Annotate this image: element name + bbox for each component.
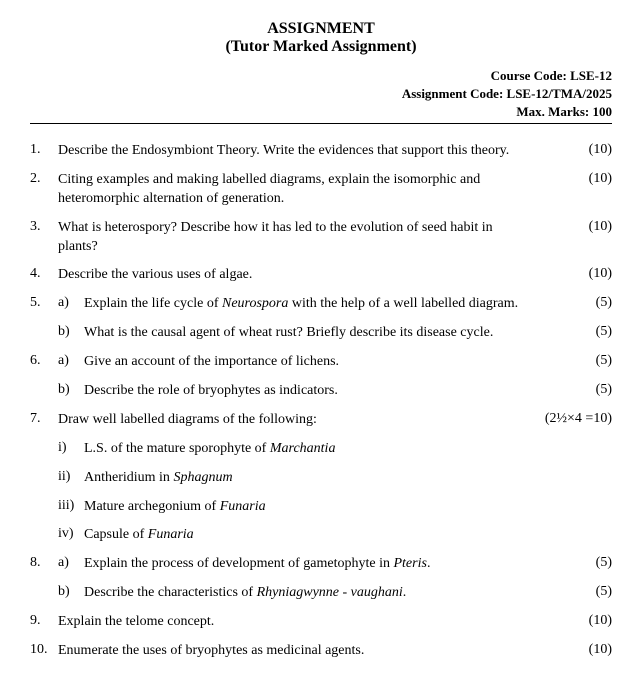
question-marks: (10) [542,142,612,158]
question-part-marks: (5) [542,295,612,311]
question-part-row: b)What is the causal agent of wheat rust… [30,324,612,343]
question-item-row: iv)Capsule of Funaria [58,526,612,545]
question-marks: (2½×4 =10) [542,411,612,427]
course-code: Course Code: LSE-12 [30,68,612,84]
question-row: 10.Enumerate the uses of bryophytes as m… [30,642,612,661]
question-part-row: 6.a)Give an account of the importance of… [30,353,612,372]
question-sub-label: b) [58,324,84,340]
question-part-marks: (5) [542,382,612,398]
question-sub-label: b) [58,584,84,600]
question-part-marks: (5) [542,584,612,600]
question-number: 4. [30,266,58,282]
question-item-row: i)L.S. of the mature sporophyte of March… [58,440,612,459]
question-item-label: iv) [58,526,84,542]
question-text: Enumerate the uses of bryophytes as medi… [58,642,542,661]
question-number: 5. [30,295,58,311]
question-text: Describe the various uses of algae. [58,266,542,285]
question-row: 3.What is heterospory? Describe how it h… [30,219,612,257]
question-number: 7. [30,411,58,427]
question-part-marks: (5) [542,353,612,369]
question-marks: (10) [542,642,612,658]
question-item-label: i) [58,440,84,456]
meta-divider [30,123,612,124]
question-part-text: Give an account of the importance of lic… [84,353,542,372]
question-item-label: ii) [58,469,84,485]
question-part-text: Describe the role of bryophytes as indic… [84,382,542,401]
question-number: 1. [30,142,58,158]
question-part-text: Explain the process of development of ga… [84,555,542,574]
question-item-text: Mature archegonium of Funaria [84,498,542,517]
question-text: Explain the telome concept. [58,613,542,632]
question-item-row: iii)Mature archegonium of Funaria [58,498,612,517]
assignment-header: ASSIGNMENT (Tutor Marked Assignment) [30,20,612,56]
question-sub-label: a) [58,295,84,311]
question-text: Citing examples and making labelled diag… [58,171,542,209]
question-marks: (10) [542,613,612,629]
header-line1: ASSIGNMENT [30,20,612,38]
question-part-text: Explain the life cycle of Neurospora wit… [84,295,542,314]
question-part-row: b)Describe the role of bryophytes as ind… [30,382,612,401]
question-text: Describe the Endosymbiont Theory. Write … [58,142,542,161]
question-sub-label: a) [58,353,84,369]
question-number: 10. [30,642,58,658]
question-part-text: What is the causal agent of wheat rust? … [84,324,542,343]
question-sub-label: b) [58,382,84,398]
question-item-text: Capsule of Funaria [84,526,542,545]
question-item-text: L.S. of the mature sporophyte of Marchan… [84,440,542,459]
question-sub-label: a) [58,555,84,571]
question-row: 2.Citing examples and making labelled di… [30,171,612,209]
question-item-label: iii) [58,498,84,514]
question-text: Draw well labelled diagrams of the follo… [58,411,542,430]
header-line2: (Tutor Marked Assignment) [30,38,612,56]
question-number: 9. [30,613,58,629]
max-marks: Max. Marks: 100 [30,104,612,120]
question-part-row: 5.a)Explain the life cycle of Neurospora… [30,295,612,314]
question-part-row: b)Describe the characteristics of Rhynia… [30,584,612,603]
question-number: 3. [30,219,58,235]
question-number: 8. [30,555,58,571]
question-number: 2. [30,171,58,187]
question-row: 1.Describe the Endosymbiont Theory. Writ… [30,142,612,161]
question-item-text: Antheridium in Sphagnum [84,469,542,488]
question-text: What is heterospory? Describe how it has… [58,219,542,257]
question-marks: (10) [542,266,612,282]
question-part-text: Describe the characteristics of Rhyniagw… [84,584,542,603]
question-row: 7.Draw well labelled diagrams of the fol… [30,411,612,430]
question-part-marks: (5) [542,555,612,571]
question-marks: (10) [542,219,612,235]
question-row: 4.Describe the various uses of algae.(10… [30,266,612,285]
assignment-code: Assignment Code: LSE-12/TMA/2025 [30,86,612,102]
question-part-marks: (5) [542,324,612,340]
question-part-row: 8.a)Explain the process of development o… [30,555,612,574]
questions-list: 1.Describe the Endosymbiont Theory. Writ… [30,142,612,661]
question-item-row: ii)Antheridium in Sphagnum [58,469,612,488]
question-row: 9.Explain the telome concept.(10) [30,613,612,632]
question-marks: (10) [542,171,612,187]
question-number: 6. [30,353,58,369]
